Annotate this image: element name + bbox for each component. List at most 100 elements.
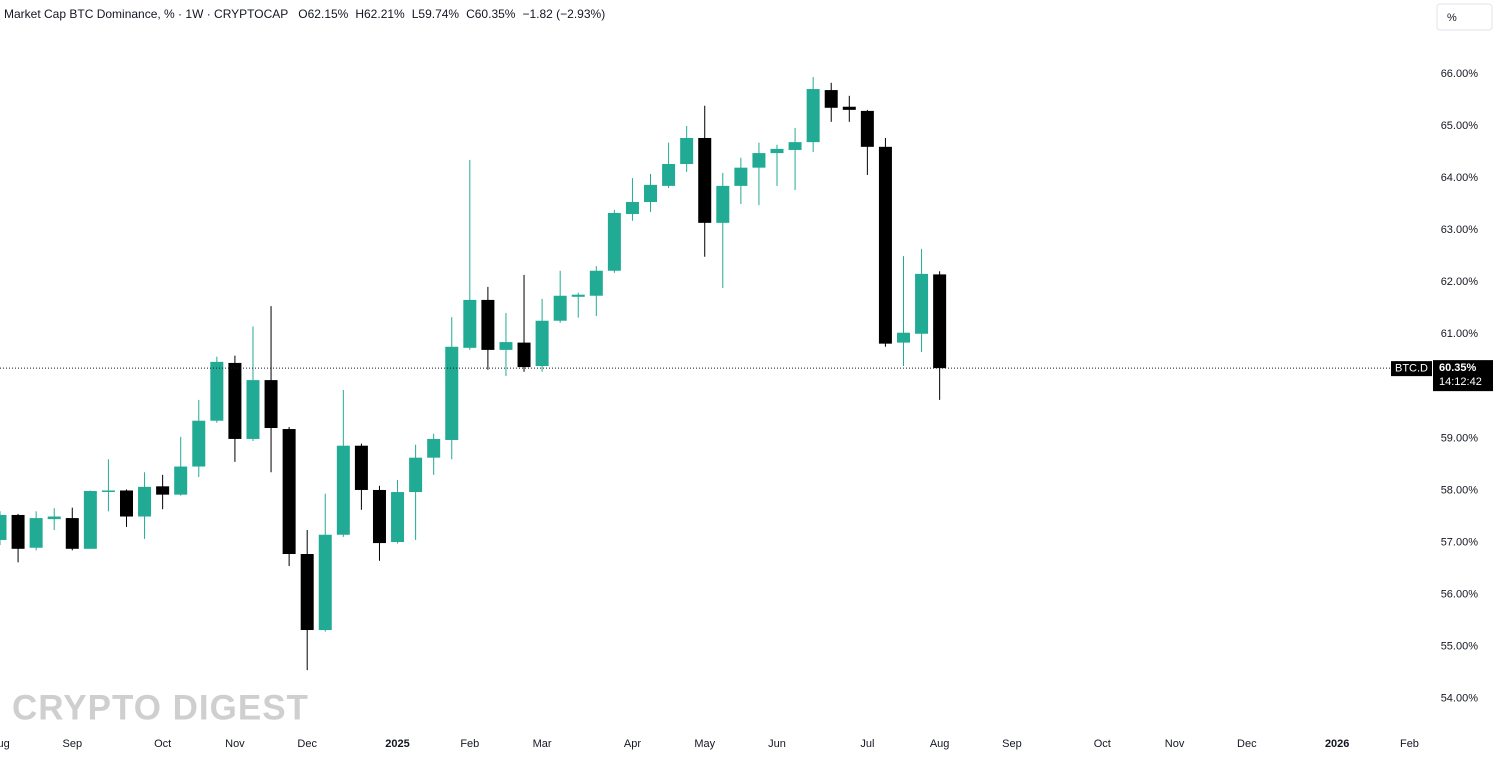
price-tag bbox=[1433, 360, 1493, 392]
candle-body bbox=[734, 167, 748, 186]
candle-body bbox=[824, 90, 838, 108]
candle-body bbox=[246, 380, 260, 439]
x-tick-label: Nov bbox=[1165, 738, 1185, 750]
candle-body bbox=[933, 274, 947, 369]
candle-body bbox=[391, 492, 405, 543]
candle-body bbox=[553, 295, 567, 321]
candle-body bbox=[65, 518, 79, 549]
x-tick-label: 2026 bbox=[1325, 738, 1349, 750]
x-tick-label: Sep bbox=[62, 738, 82, 750]
candle-body bbox=[427, 438, 441, 458]
candle-body bbox=[372, 489, 386, 544]
y-tick-label: 55.00% bbox=[1441, 641, 1479, 653]
y-tick-label: 57.00% bbox=[1441, 536, 1479, 548]
scale-button[interactable] bbox=[1436, 3, 1493, 31]
x-tick-label: Dec bbox=[1237, 738, 1257, 750]
candle-body bbox=[788, 142, 802, 150]
ohlc-label: C60.35% bbox=[466, 7, 516, 21]
candle-body bbox=[481, 299, 495, 350]
y-tick-label: 54.00% bbox=[1441, 693, 1479, 705]
ohlc-label: H62.21% bbox=[355, 7, 405, 21]
candle-body bbox=[11, 514, 25, 549]
x-tick-label: Apr bbox=[624, 738, 641, 750]
countdown-label: 14:12:42 bbox=[1439, 376, 1482, 388]
ohlc-label: O62.15% bbox=[298, 7, 348, 21]
ohlc-label: L59.74% bbox=[412, 7, 460, 21]
candle-body bbox=[138, 486, 152, 517]
price-tag-label: 60.35% bbox=[1439, 362, 1477, 374]
candle-body bbox=[915, 273, 929, 334]
candle-body bbox=[752, 153, 766, 168]
y-tick-label: 63.00% bbox=[1441, 224, 1479, 236]
candle-body bbox=[662, 164, 676, 186]
chart-title: Market Cap BTC Dominance, % · 1W · CRYPT… bbox=[4, 7, 288, 21]
candle-body bbox=[463, 299, 477, 348]
candle-body bbox=[644, 184, 658, 203]
candle-body bbox=[535, 320, 549, 367]
candle-body bbox=[0, 514, 7, 540]
y-tick-label: 61.00% bbox=[1441, 328, 1479, 340]
change-label: −1.82 (−2.93%) bbox=[522, 7, 605, 21]
candle-body bbox=[878, 146, 892, 344]
candle-body bbox=[860, 110, 874, 147]
candle-body bbox=[499, 342, 513, 350]
candle-body bbox=[354, 445, 368, 490]
candle-body bbox=[264, 380, 278, 429]
symbol-tag bbox=[1391, 361, 1432, 377]
y-tick-label: 62.00% bbox=[1441, 276, 1479, 288]
y-tick-label: 66.00% bbox=[1441, 68, 1479, 80]
legend-header: Market Cap BTC Dominance, % · 1W · CRYPT… bbox=[4, 7, 605, 21]
candle-body bbox=[83, 491, 97, 549]
watermark: CRYPTO DIGEST bbox=[12, 688, 309, 727]
x-tick-label: Sep bbox=[1002, 738, 1022, 750]
candle-body bbox=[300, 554, 314, 631]
x-tick-label: Feb bbox=[1400, 738, 1419, 750]
y-tick-label: 56.00% bbox=[1441, 589, 1479, 601]
candle-body bbox=[770, 148, 784, 154]
candle-body bbox=[806, 89, 820, 143]
candle-body bbox=[210, 361, 224, 421]
candle-body bbox=[589, 270, 603, 296]
scale-button-label[interactable]: % bbox=[1447, 12, 1457, 24]
candle-body bbox=[192, 420, 206, 467]
candle-body bbox=[445, 346, 459, 440]
candle-body bbox=[698, 137, 712, 223]
y-tick-label: 59.00% bbox=[1441, 432, 1479, 444]
candle-body bbox=[680, 137, 694, 165]
x-tick-label: Aug bbox=[0, 738, 10, 750]
x-tick-label: Jul bbox=[860, 738, 874, 750]
y-tick-label: 64.00% bbox=[1441, 172, 1479, 184]
candle-body bbox=[156, 486, 170, 495]
x-tick-label: Jun bbox=[768, 738, 786, 750]
candle-body bbox=[409, 457, 423, 493]
candle-body bbox=[336, 445, 350, 535]
y-tick-label: 58.00% bbox=[1441, 484, 1479, 496]
candle-body bbox=[228, 362, 242, 439]
candle-body bbox=[607, 212, 621, 271]
symbol-tag-label: BTC.D bbox=[1395, 363, 1428, 375]
candle-body bbox=[571, 294, 585, 297]
x-tick-label: Mar bbox=[533, 738, 552, 750]
x-tick-label: Feb bbox=[460, 738, 479, 750]
candle-body bbox=[625, 202, 639, 215]
x-tick-label: Aug bbox=[930, 738, 950, 750]
x-tick-label: Oct bbox=[154, 738, 171, 750]
candle-body bbox=[716, 185, 730, 223]
x-tick-label: May bbox=[694, 738, 715, 750]
candle-body bbox=[318, 534, 332, 631]
candle-body bbox=[119, 490, 133, 517]
candle-body bbox=[174, 466, 188, 495]
x-tick-label: Nov bbox=[225, 738, 245, 750]
x-tick-label: Dec bbox=[297, 738, 317, 750]
candle-body bbox=[29, 518, 43, 548]
y-tick-label: 65.00% bbox=[1441, 120, 1479, 132]
candle-body bbox=[47, 516, 61, 520]
candle-body bbox=[282, 429, 296, 555]
candle-body bbox=[101, 490, 115, 492]
x-tick-label: 2025 bbox=[385, 738, 409, 750]
x-tick-label: Oct bbox=[1094, 738, 1111, 750]
candle-body bbox=[517, 342, 531, 368]
